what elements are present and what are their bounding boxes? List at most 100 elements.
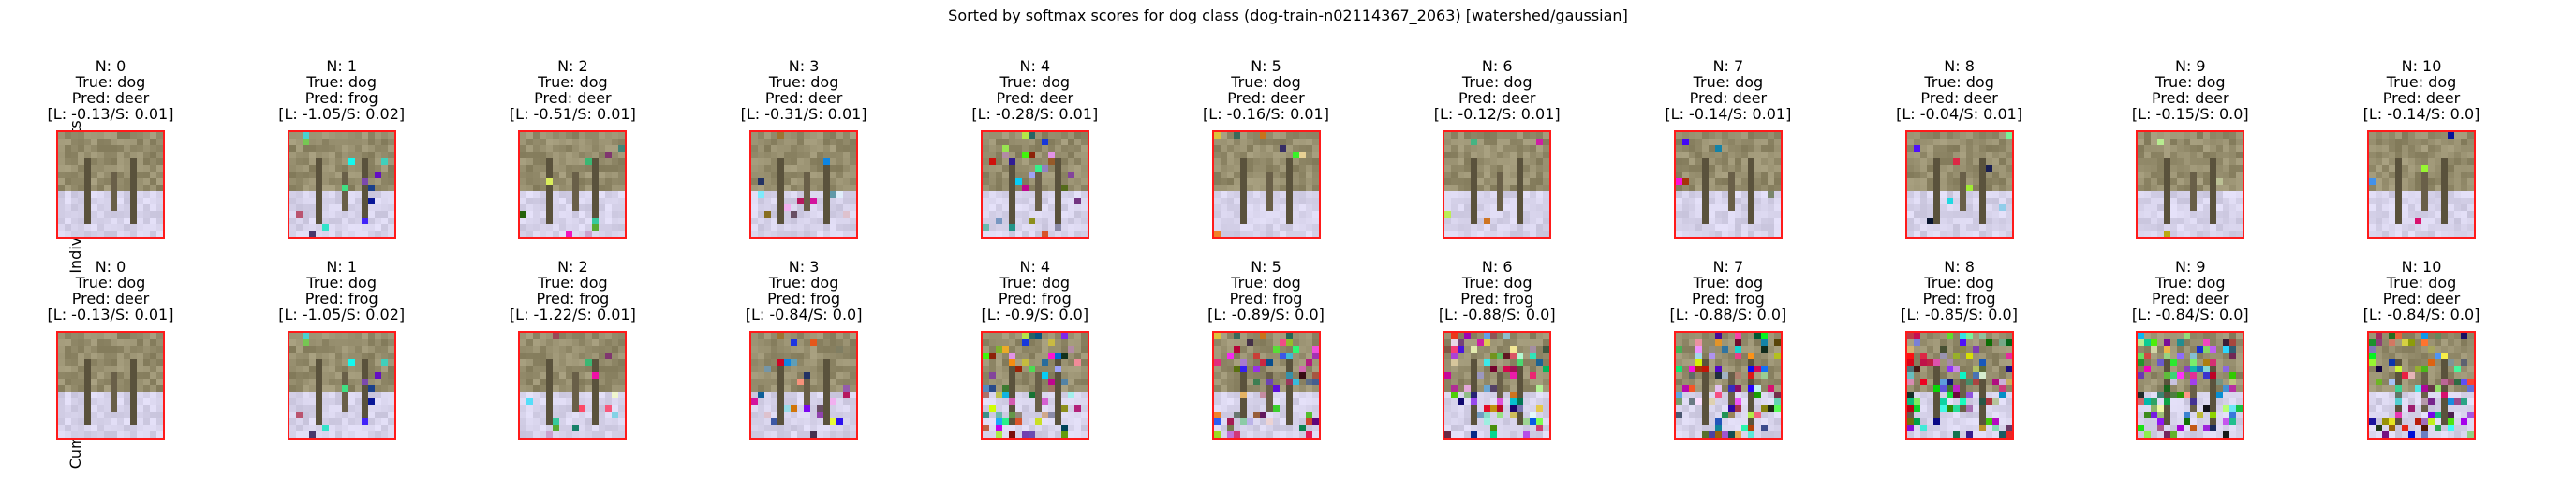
- caption-true: True: dog: [26, 74, 195, 90]
- individual-segments-thumbnail: [1443, 130, 1551, 239]
- caption-true: True: dog: [2337, 74, 2506, 90]
- caption-score: [L: -0.15/S: 0.0]: [2106, 106, 2274, 122]
- cumulative-image-thumbnail: [518, 331, 627, 440]
- thumbnail-image: [1444, 132, 1549, 237]
- caption-n: N: 4: [951, 58, 1119, 74]
- thumbnail-image: [2138, 132, 2243, 237]
- caption-pred: Pred: deer: [951, 90, 1119, 106]
- caption-true: True: dog: [719, 74, 888, 90]
- individual-segments-thumbnail: [56, 130, 165, 239]
- caption-pred: Pred: deer: [1182, 90, 1351, 106]
- thumbnail-image: [1907, 333, 2012, 438]
- caption-score: [L: -0.84/S: 0.0]: [2337, 307, 2506, 322]
- thumbnail-image: [751, 132, 856, 237]
- caption-pred: Pred: deer: [26, 90, 195, 106]
- caption-pred: Pred: deer: [2106, 90, 2274, 106]
- caption-score: [L: -0.28/S: 0.01]: [951, 106, 1119, 122]
- caption-true: True: dog: [719, 275, 888, 291]
- caption-n: N: 10: [2337, 58, 2506, 74]
- caption-true: True: dog: [1413, 275, 1581, 291]
- caption-true: True: dog: [258, 74, 426, 90]
- caption-n: N: 4: [951, 259, 1119, 275]
- cumulative-image-thumbnail: [749, 331, 858, 440]
- caption-pred: Pred: deer: [1875, 90, 2044, 106]
- caption-score: [L: -0.12/S: 0.01]: [1413, 106, 1581, 122]
- caption-n: N: 7: [1644, 259, 1813, 275]
- caption-score: [L: -0.04/S: 0.01]: [1875, 106, 2044, 122]
- caption-n: N: 10: [2337, 259, 2506, 275]
- caption-true: True: dog: [1875, 275, 2044, 291]
- caption-n: N: 2: [488, 58, 657, 74]
- caption-true: True: dog: [1182, 275, 1351, 291]
- caption-pred: Pred: frog: [1644, 291, 1813, 307]
- caption-true: True: dog: [951, 275, 1119, 291]
- caption-score: [L: -0.84/S: 0.0]: [719, 307, 888, 322]
- caption-n: N: 9: [2106, 259, 2274, 275]
- caption-n: N: 3: [719, 259, 888, 275]
- caption-true: True: dog: [2106, 74, 2274, 90]
- caption-true: True: dog: [488, 74, 657, 90]
- caption-n: N: 1: [258, 58, 426, 74]
- cumulative-image-thumbnail: [2367, 331, 2476, 440]
- caption-true: True: dog: [951, 74, 1119, 90]
- caption-n: N: 3: [719, 58, 888, 74]
- caption-score: [L: -0.85/S: 0.0]: [1875, 307, 2044, 322]
- individual-segments-thumbnail: [981, 130, 1089, 239]
- thumbnail-image: [2369, 132, 2474, 237]
- caption-true: True: dog: [1413, 74, 1581, 90]
- caption-score: [L: -0.9/S: 0.0]: [951, 307, 1119, 322]
- caption-pred: Pred: deer: [2337, 90, 2506, 106]
- caption-pred: Pred: deer: [26, 291, 195, 307]
- thumbnail-image: [520, 333, 625, 438]
- thumbnail-image: [2138, 333, 2243, 438]
- caption-score: [L: -1.05/S: 0.02]: [258, 307, 426, 322]
- individual-segments-thumbnail: [2136, 130, 2244, 239]
- individual-segments-thumbnail: [2367, 130, 2476, 239]
- caption-score: [L: -1.05/S: 0.02]: [258, 106, 426, 122]
- thumbnail-image: [983, 333, 1088, 438]
- cumulative-image-thumbnail: [1212, 331, 1321, 440]
- thumbnail-image: [1214, 132, 1319, 237]
- thumbnail-image: [983, 132, 1088, 237]
- caption-true: True: dog: [1644, 74, 1813, 90]
- caption-pred: Pred: frog: [258, 90, 426, 106]
- caption-score: [L: -0.13/S: 0.01]: [26, 307, 195, 322]
- caption-n: N: 9: [2106, 58, 2274, 74]
- cumulative-image-thumbnail: [288, 331, 396, 440]
- caption-pred: Pred: deer: [1644, 90, 1813, 106]
- caption-pred: Pred: frog: [488, 291, 657, 307]
- figure-title: Sorted by softmax scores for dog class (…: [0, 8, 2576, 24]
- individual-segments-thumbnail: [1212, 130, 1321, 239]
- caption-true: True: dog: [1875, 74, 2044, 90]
- caption-n: N: 0: [26, 259, 195, 275]
- caption-score: [L: -1.22/S: 0.01]: [488, 307, 657, 322]
- caption-pred: Pred: deer: [2106, 291, 2274, 307]
- cumulative-image-thumbnail: [1905, 331, 2014, 440]
- caption-true: True: dog: [2337, 275, 2506, 291]
- cumulative-image-thumbnail: [56, 331, 165, 440]
- caption-true: True: dog: [488, 275, 657, 291]
- individual-segments-thumbnail: [288, 130, 396, 239]
- caption-score: [L: -0.14/S: 0.01]: [1644, 106, 1813, 122]
- cumulative-image-thumbnail: [2136, 331, 2244, 440]
- caption-n: N: 5: [1182, 259, 1351, 275]
- cumulative-image-thumbnail: [1674, 331, 1783, 440]
- caption-true: True: dog: [26, 275, 195, 291]
- caption-true: True: dog: [1182, 74, 1351, 90]
- thumbnail-image: [289, 333, 394, 438]
- caption-score: [L: -0.88/S: 0.0]: [1644, 307, 1813, 322]
- caption-n: N: 6: [1413, 58, 1581, 74]
- caption-score: [L: -0.84/S: 0.0]: [2106, 307, 2274, 322]
- caption-n: N: 0: [26, 58, 195, 74]
